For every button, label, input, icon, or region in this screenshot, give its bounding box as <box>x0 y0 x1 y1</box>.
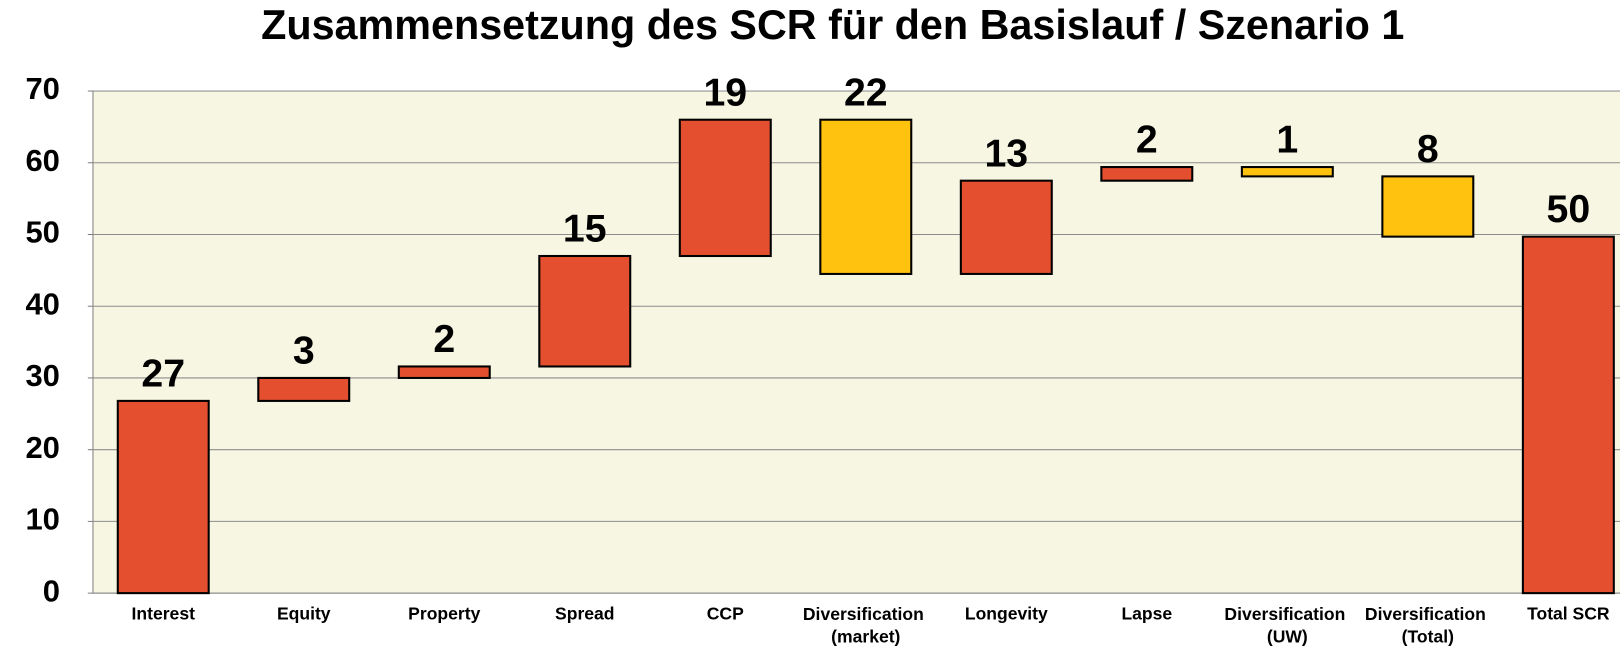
bar <box>678 118 772 258</box>
bar <box>116 399 210 595</box>
value-label: 2 <box>433 317 455 361</box>
bar <box>1100 166 1194 182</box>
y-tick-label: 20 <box>25 430 59 465</box>
value-label: 50 <box>1547 187 1591 231</box>
x-tick-label: Equity <box>277 603 331 623</box>
y-tick-label: 10 <box>25 502 59 537</box>
x-tick-label: Property <box>408 603 480 623</box>
bar <box>819 118 913 275</box>
x-tick-label: Diversification (market) <box>803 603 929 646</box>
x-tick-label: Longevity <box>965 603 1048 623</box>
x-tick-label: Diversification (Total) <box>1365 603 1491 646</box>
y-tick-label: 60 <box>25 143 59 178</box>
bar <box>257 376 351 402</box>
value-label: 19 <box>703 70 747 114</box>
x-tick-label: CCP <box>707 603 744 623</box>
bar <box>397 365 491 379</box>
x-tick-label: Total SCR <box>1527 603 1610 623</box>
value-label: 3 <box>293 329 315 373</box>
y-tick-label: 70 <box>25 71 59 106</box>
y-tick-label: 30 <box>25 358 59 393</box>
chart-title: Zusammensetzung des SCR für den Basislau… <box>261 2 1404 48</box>
x-tick-label: Lapse <box>1121 603 1172 623</box>
value-label: 22 <box>844 70 888 114</box>
value-label: 2 <box>1136 118 1158 162</box>
value-label: 27 <box>141 351 185 395</box>
bar <box>1240 166 1334 178</box>
bar <box>1381 175 1475 238</box>
value-label: 13 <box>984 131 1028 175</box>
bar <box>959 179 1053 275</box>
value-label: 1 <box>1276 118 1298 162</box>
y-tick-label: 0 <box>43 573 60 608</box>
bar <box>538 254 632 368</box>
y-tick-label: 40 <box>25 286 59 321</box>
value-label: 8 <box>1417 127 1439 171</box>
bar <box>1521 235 1615 595</box>
x-tick-label: Interest <box>132 603 196 623</box>
y-tick-label: 50 <box>25 215 59 250</box>
x-tick-label: Diversification (UW) <box>1224 603 1350 646</box>
value-label: 15 <box>563 207 607 251</box>
x-tick-label: Spread <box>555 603 614 623</box>
